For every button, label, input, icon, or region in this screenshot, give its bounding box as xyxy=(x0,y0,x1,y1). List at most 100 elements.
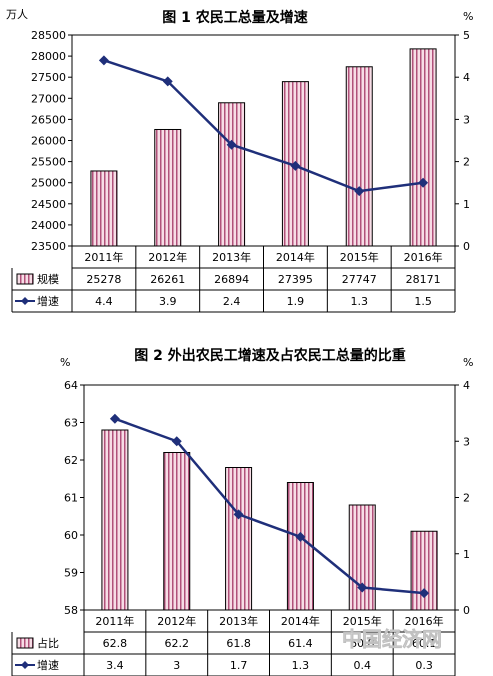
table-value: 26261 xyxy=(150,273,185,286)
legend-line-label: 增速 xyxy=(37,294,59,308)
line-point xyxy=(226,139,237,150)
left-tick-label: 24500 xyxy=(31,198,66,211)
table-value: 1.3 xyxy=(292,659,310,672)
right-tick-label: 2 xyxy=(463,492,470,505)
table-value: 60.1 xyxy=(412,637,437,650)
left-tick-label: 27000 xyxy=(31,92,66,105)
category-label: 2015年 xyxy=(343,614,382,628)
table-value: 0.4 xyxy=(354,659,372,672)
table-value: 0.3 xyxy=(415,659,433,672)
left-tick-label: 27500 xyxy=(31,71,66,84)
category-label: 2016年 xyxy=(404,250,443,264)
chart-2: 图 2 外出农民工增速及占农民工总量的比重% % 64 63 62 61 60 59 58 4 3 2… xyxy=(11,347,473,676)
legend-bar-label: 规模 xyxy=(37,272,59,286)
chart-title: 图 2 外出农民工增速及占农民工总量的比重 xyxy=(134,347,406,364)
right-axis-unit: % xyxy=(463,356,473,369)
left-tick-label: 23500 xyxy=(31,240,66,253)
bar xyxy=(101,429,129,611)
legend-line-label: 增速 xyxy=(37,658,59,672)
left-tick-label: 64 xyxy=(64,379,78,392)
line-point xyxy=(171,436,182,447)
category-label: 2013年 xyxy=(219,614,258,628)
bar xyxy=(90,170,118,247)
category-label: 2011年 xyxy=(95,614,134,628)
table-value: 27395 xyxy=(278,273,313,286)
table-value: 62.8 xyxy=(103,637,128,650)
left-tick-label: 24000 xyxy=(31,219,66,232)
table-value: 61.8 xyxy=(226,637,251,650)
line-point xyxy=(419,588,430,599)
bar xyxy=(154,128,182,247)
table-value: 2.4 xyxy=(223,295,241,308)
watermark: 中国经济网 xyxy=(342,627,442,651)
table-value: 4.4 xyxy=(95,295,113,308)
left-tick-label: 62 xyxy=(64,454,78,467)
left-tick-label: 25500 xyxy=(31,156,66,169)
bar xyxy=(410,530,438,611)
left-tick-label: 25000 xyxy=(31,177,66,190)
legend-bar-swatch xyxy=(16,273,34,285)
legend-bar-label: 占比 xyxy=(37,636,59,650)
line-point xyxy=(233,509,244,520)
right-tick-label: 0 xyxy=(463,240,470,253)
table-value: 62.2 xyxy=(165,637,190,650)
category-label: 2014年 xyxy=(276,250,315,264)
right-tick-label: 1 xyxy=(463,548,470,561)
right-tick-label: 4 xyxy=(463,379,470,392)
left-tick-label: 61 xyxy=(64,492,78,505)
table-value: 1.3 xyxy=(351,295,369,308)
right-tick-label: 4 xyxy=(463,71,470,84)
right-tick-label: 1 xyxy=(463,198,470,211)
bar xyxy=(218,102,246,247)
table-value: 3.4 xyxy=(106,659,124,672)
line-point xyxy=(354,186,365,197)
chart-title: 图 1 农民工总量及增速 xyxy=(162,9,308,26)
bar xyxy=(163,452,191,611)
table-value: 61.4 xyxy=(288,637,313,650)
left-axis-unit: 万人 xyxy=(6,8,28,21)
line-point xyxy=(290,160,301,171)
category-label: 2011年 xyxy=(84,250,123,264)
bar xyxy=(225,467,253,611)
legend-bar-swatch xyxy=(16,637,34,649)
table-value: 28171 xyxy=(406,273,441,286)
growth-line xyxy=(103,59,424,193)
line-point xyxy=(109,413,120,424)
left-tick-label: 26000 xyxy=(31,135,66,148)
right-tick-label: 2 xyxy=(463,156,470,169)
line-point xyxy=(357,582,368,593)
left-axis-unit: % xyxy=(60,356,70,369)
plot-area xyxy=(83,384,456,611)
growth-line xyxy=(114,417,425,595)
plot-area xyxy=(71,34,456,247)
category-label: 2015年 xyxy=(340,250,379,264)
left-tick-label: 58 xyxy=(64,604,78,617)
bar xyxy=(409,48,437,247)
category-label: 2012年 xyxy=(157,614,196,628)
table-value: 3.9 xyxy=(159,295,177,308)
table-value: 1.9 xyxy=(287,295,305,308)
table-value: 27747 xyxy=(342,273,377,286)
right-tick-label: 3 xyxy=(463,113,470,126)
legend-line-marker xyxy=(21,661,29,669)
line-point xyxy=(418,177,429,188)
category-label: 2016年 xyxy=(405,614,444,628)
category-label: 2014年 xyxy=(281,614,320,628)
bar xyxy=(348,504,376,611)
left-tick-label: 60 xyxy=(64,529,78,542)
left-tick-label: 28000 xyxy=(31,50,66,63)
table-value: 1.7 xyxy=(230,659,248,672)
left-tick-label: 59 xyxy=(64,567,78,580)
category-label: 2012年 xyxy=(148,250,187,264)
table-value: 25278 xyxy=(86,273,121,286)
line-point xyxy=(295,531,306,542)
line-point xyxy=(98,55,109,66)
right-tick-label: 3 xyxy=(463,435,470,448)
left-tick-label: 28500 xyxy=(31,29,66,42)
chart-1: 图 1 农民工总量及增速 万人 % 28500 28000 27500 27000 26500… xyxy=(6,8,473,313)
table-value: 1.5 xyxy=(414,295,432,308)
table-value: 26894 xyxy=(214,273,249,286)
line-point xyxy=(162,76,173,87)
category-label: 2013年 xyxy=(212,250,251,264)
